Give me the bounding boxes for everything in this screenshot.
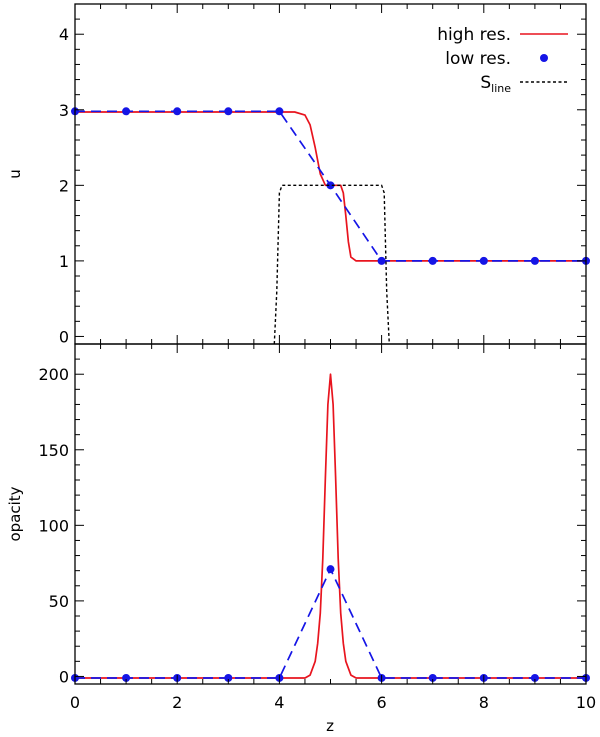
y-tick-label: 200 [38, 365, 69, 384]
series-point-low-res- [530, 256, 539, 265]
series-line-high-res- [75, 373, 586, 679]
tick-marks-bottom [74, 343, 587, 684]
series-point-low-res- [428, 256, 437, 265]
x-tick-label: 10 [576, 693, 596, 712]
panel-u: 0 1 2 3 4 u high res. low res. Sline [6, 3, 590, 346]
series-line-s-line [273, 184, 390, 345]
series-point-low-res- [428, 673, 437, 682]
x-tick-label: 0 [70, 693, 80, 712]
y-tick-label: 3 [59, 101, 69, 120]
legend: high res. low res. Sline [437, 25, 568, 95]
y-tick-label: 100 [38, 516, 69, 535]
series-point-low-res- [224, 107, 233, 116]
y-axis-label-bottom: opacity [6, 486, 24, 541]
series-point-low-res- [377, 256, 386, 265]
series-point-low-res- [122, 107, 131, 116]
series-point-low-res- [122, 673, 131, 682]
series-line-high-res- [75, 111, 586, 262]
plot-frame-bottom [74, 343, 587, 685]
y-tick-label: 2 [59, 176, 69, 195]
top-data-layer [71, 107, 590, 345]
x-tick-labels: 0 2 4 6 8 10 [70, 693, 596, 712]
x-tick-label: 6 [377, 693, 387, 712]
x-axis-label: z [326, 717, 334, 735]
panel-opacity: 0 50 100 150 200 0 2 4 6 8 10 opacity z [6, 343, 596, 735]
legend-label-low-res: low res. [445, 49, 511, 69]
y-tick-labels-bottom: 0 50 100 150 200 [38, 365, 69, 686]
legend-label-high-res: high res. [437, 25, 511, 45]
y-tick-label: 150 [38, 441, 69, 460]
x-tick-label: 8 [479, 693, 489, 712]
y-tick-label: 0 [59, 327, 69, 346]
tick-marks-top [74, 3, 587, 344]
series-point-low-res- [275, 107, 284, 116]
legend-label-s-line: Sline [480, 73, 511, 95]
y-tick-label: 50 [49, 592, 69, 611]
series-point-low-res- [326, 565, 335, 574]
series-point-low-res- [326, 181, 335, 190]
series-point-low-res- [224, 673, 233, 682]
legend-swatch-low-res [540, 54, 548, 62]
series-point-low-res- [479, 256, 488, 265]
x-tick-label: 2 [172, 693, 182, 712]
y-tick-labels-top: 0 1 2 3 4 [59, 25, 69, 346]
y-tick-label: 1 [59, 252, 69, 271]
y-tick-label: 4 [59, 25, 69, 44]
bottom-data-layer [71, 373, 590, 682]
series-line-low-res- [75, 567, 586, 679]
series-point-low-res- [530, 673, 539, 682]
x-tick-label: 4 [274, 693, 284, 712]
y-tick-label: 0 [59, 667, 69, 686]
y-axis-label-top: u [6, 169, 24, 179]
series-point-low-res- [173, 107, 182, 116]
